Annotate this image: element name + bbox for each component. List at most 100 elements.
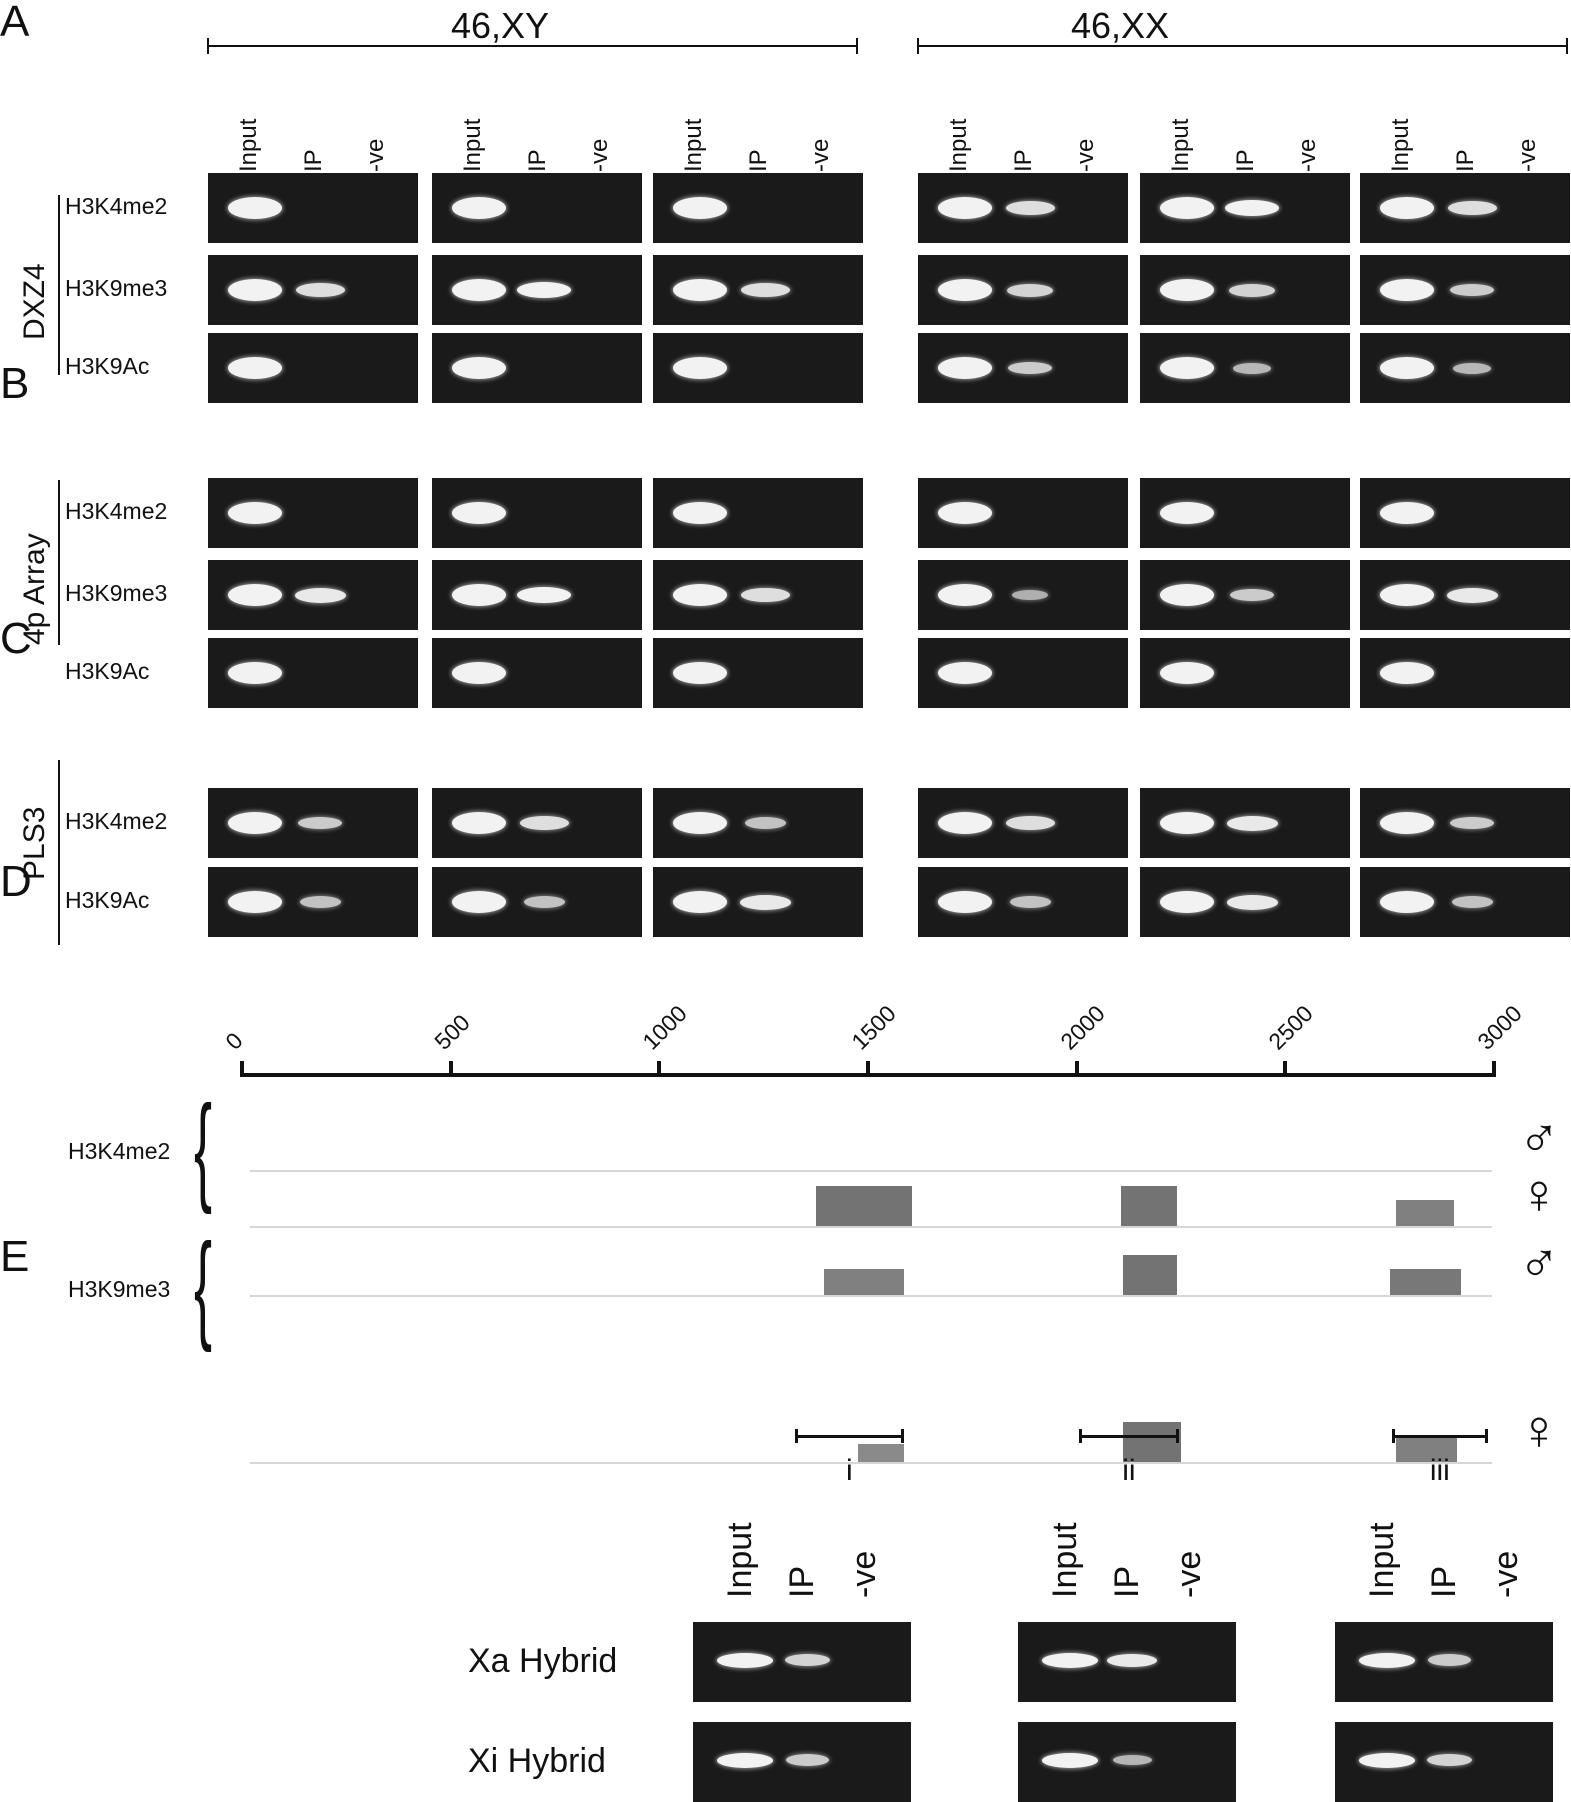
gel-image (653, 788, 863, 858)
gel-band-input (673, 279, 727, 301)
gel-band-input (938, 357, 992, 379)
region-bracket (795, 1435, 904, 1438)
coverage-bar (824, 1269, 904, 1295)
gel-band-ip (1005, 201, 1055, 215)
lane-header-ve: -ve (1487, 1550, 1525, 1598)
gel-band-ip (1451, 896, 1493, 908)
gel-band-ip (1450, 817, 1494, 829)
gel-band-input (1359, 1652, 1415, 1668)
region-bracket (1391, 1435, 1488, 1438)
coverage-bar (1389, 1269, 1461, 1295)
lane-header-input: Input (1046, 1522, 1084, 1598)
gel-image (1018, 1722, 1236, 1802)
male-symbol-icon: ♂ (1518, 1106, 1560, 1169)
gel-band-input (452, 584, 506, 606)
male-symbol-icon: ♂ (1518, 1231, 1560, 1294)
row-label-h3k9me3: H3K9me3 (65, 580, 168, 606)
gel-band-ip (1226, 894, 1278, 910)
region-bracket-tick (1078, 1429, 1082, 1443)
group-bracket-dxz4 (58, 195, 60, 375)
gel-band-input (452, 662, 506, 684)
gel-band-input (452, 502, 506, 524)
gel-image (208, 255, 418, 325)
gel-band-input (1160, 812, 1214, 834)
gel-band-input (228, 502, 282, 524)
genotype-female-bracket (918, 45, 1568, 47)
gel-band-input (1042, 1652, 1098, 1668)
gel-image (208, 560, 418, 630)
gel-image (1360, 638, 1570, 708)
x-axis-tick (866, 1061, 870, 1077)
lane-header-ip: IP (1452, 149, 1479, 172)
lane-header-ve: -ve (807, 138, 834, 172)
gel-band-ip (519, 816, 569, 830)
lane-header-ve: -ve (1514, 138, 1541, 172)
panel-label-a: A (0, 0, 30, 46)
gel-image (918, 173, 1128, 243)
gel-band-input (1160, 662, 1214, 684)
lane-header-input: Input (1363, 1522, 1401, 1598)
gel-band-ip (739, 894, 791, 910)
gel-image (1140, 788, 1350, 858)
gel-image (1140, 333, 1350, 403)
row-label-h3k9ac: H3K9Ac (65, 887, 150, 913)
gel-band-ip (294, 587, 346, 603)
gel-image (693, 1622, 911, 1702)
gel-image (432, 333, 642, 403)
gel-band-input (228, 891, 282, 913)
gel-image (208, 788, 418, 858)
gel-image (432, 788, 642, 858)
gel-band-input (938, 584, 992, 606)
lane-header-ve: -ve (1294, 138, 1321, 172)
gel-band-input (673, 662, 727, 684)
gel-image (918, 478, 1128, 548)
gel-band-ip (740, 283, 790, 297)
gel-band-input (938, 891, 992, 913)
gel-band-input (717, 1652, 773, 1668)
row-label-h3k4me2: H3K4me2 (65, 498, 168, 524)
gel-band-input (938, 502, 992, 524)
region-bracket-tick (795, 1429, 799, 1443)
lane-header-ip: IP (1108, 1565, 1146, 1598)
gel-band-ip (299, 896, 341, 908)
gel-band-input (1160, 279, 1214, 301)
gel-band-input (1160, 357, 1214, 379)
gel-band-input (228, 812, 282, 834)
lane-header-ip: IP (745, 149, 772, 172)
gel-image (918, 560, 1128, 630)
gel-band-ip (1447, 201, 1497, 215)
gel-image (653, 255, 863, 325)
gel-band-ip (1453, 362, 1491, 374)
gel-band-ip (523, 896, 565, 908)
x-axis-tick-label: 3000 (1472, 1000, 1527, 1055)
gel-image (653, 638, 863, 708)
lane-header-ve: -ve (1072, 138, 1099, 172)
genotype-male-bracket (208, 45, 858, 47)
row-label-h3k9ac: H3K9Ac (65, 658, 150, 684)
panel-label-c: C (0, 614, 32, 663)
gel-band-input (228, 197, 282, 219)
gel-band-input (673, 357, 727, 379)
curly-brace-icon: { (194, 1081, 213, 1215)
gel-image (208, 638, 418, 708)
gel-band-ip (1107, 1653, 1157, 1667)
gel-image (1360, 478, 1570, 548)
gel-band-ip (1446, 587, 1498, 603)
gel-image (693, 1722, 911, 1802)
x-axis-tick (1074, 1061, 1079, 1077)
gel-band-input (1160, 584, 1214, 606)
gel-band-input (1160, 197, 1214, 219)
track-label-h3k4me2: H3K4me2 (68, 1138, 171, 1164)
genotype-female-label: 46,XX (1070, 5, 1170, 46)
gel-image (653, 173, 863, 243)
gel-band-input (228, 357, 282, 379)
row-label-h3k4me2: H3K4me2 (65, 808, 168, 834)
coverage-bar (815, 1186, 912, 1226)
bracket-tick (1566, 38, 1568, 54)
gel-image (918, 638, 1128, 708)
coverage-bar (1122, 1422, 1182, 1462)
group-label-array4p: 4p Array (18, 533, 51, 645)
gel-image (1360, 867, 1570, 937)
gel-band-ip (1427, 1654, 1471, 1666)
x-axis-tick-label: 1000 (637, 1000, 693, 1055)
